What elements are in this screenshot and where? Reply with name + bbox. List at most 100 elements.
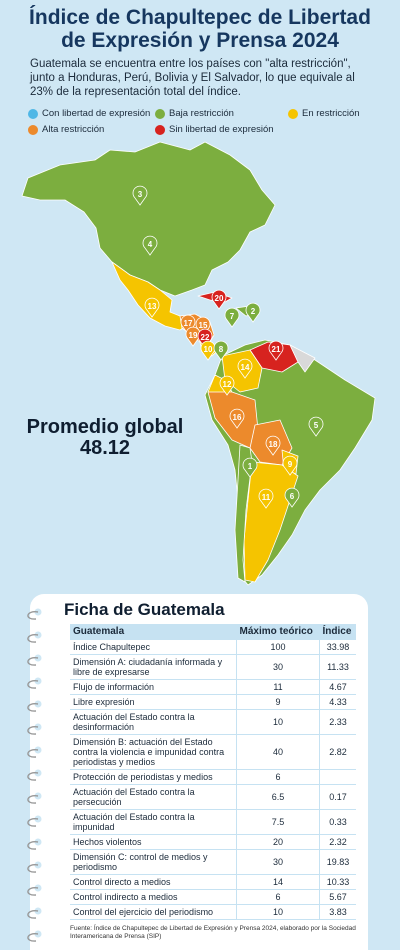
pin: 15	[195, 316, 211, 337]
pin-marker	[308, 416, 324, 437]
table-cell: 30	[236, 849, 320, 875]
table-cell: 6	[236, 769, 320, 785]
table-cell	[318, 769, 356, 785]
table-row: Dimensión B: actuación del Estado contra…	[70, 734, 356, 770]
pin-label: 5	[314, 421, 319, 430]
pin-label: 7	[230, 312, 235, 321]
pin: 12	[219, 375, 235, 396]
table-cell: 30	[236, 654, 320, 680]
ring	[27, 634, 39, 643]
pin-label: 17	[184, 319, 193, 328]
table-row: Dimensión A: ciudadanía informada y libr…	[70, 654, 356, 680]
legend-swatch	[155, 124, 165, 135]
table-cell: 0.17	[318, 784, 356, 810]
table-cell: 2.33	[318, 709, 356, 735]
pin: 7	[224, 307, 240, 328]
pin: 6	[284, 487, 300, 508]
ring	[27, 841, 39, 850]
table-title: Ficha de Guatemala	[64, 600, 225, 619]
pin: 9	[282, 455, 298, 476]
pin-marker	[245, 302, 261, 323]
ring	[27, 910, 39, 919]
ring	[27, 933, 39, 942]
column-header: Índice	[319, 624, 356, 640]
legend-swatch	[155, 108, 165, 119]
pin-label: 1	[248, 462, 253, 471]
pin: 18	[265, 435, 281, 456]
pin: 1	[242, 457, 258, 478]
legend-item: Alta restricción	[28, 124, 104, 135]
legend-swatch	[28, 124, 38, 135]
pin-label: 11	[262, 493, 271, 502]
table-cell: Índice Chapultepec	[70, 640, 237, 655]
pin-label: 3	[138, 190, 143, 199]
pin-label: 20	[215, 294, 224, 303]
title-block: Índice de Chapultepec de Libertad de Exp…	[0, 6, 400, 52]
pin: 16	[229, 408, 245, 429]
pin-marker	[219, 375, 235, 396]
table-row: Actuación del Estado contra la impunidad…	[70, 809, 356, 835]
pin-marker	[265, 435, 281, 456]
pin-marker	[180, 314, 196, 335]
table-cell: Actuación del Estado contra la desinform…	[70, 709, 237, 735]
global-average: Promedio global 48.12	[20, 417, 190, 459]
pin: 11	[258, 488, 274, 509]
table-cell: 3.83	[318, 904, 356, 920]
table-cell: 7.5	[236, 809, 320, 835]
pin-label: 2	[251, 307, 256, 316]
average-label: Promedio global	[26, 416, 184, 438]
table-cell: 14	[236, 874, 320, 890]
pin: 2	[245, 302, 261, 323]
table-row: Hechos violentos 20 2.32	[70, 834, 356, 850]
table-cell: 100	[236, 640, 320, 655]
ring	[27, 887, 39, 896]
legend-item: Con libertad de expresión	[28, 108, 150, 119]
pin-label: 10	[204, 345, 213, 354]
pin: 14	[237, 358, 253, 379]
pin-label: 19	[189, 331, 198, 340]
pin-marker	[224, 307, 240, 328]
legend-swatch	[288, 108, 298, 119]
table-row: Índice Chapultepec 100 33.98	[70, 640, 356, 655]
table-row: Libre expresión 9 4.33	[70, 694, 356, 710]
chile	[234, 444, 253, 583]
pin-marker	[229, 408, 245, 429]
source: Fuente: Índice de Chapultepec de Liberta…	[70, 925, 356, 940]
pin-marker	[132, 185, 148, 206]
data-table: Guatemala Máximo teórico Índice Índice Chap…	[70, 624, 356, 920]
column-header: Guatemala	[70, 624, 237, 640]
table-row: Control directo a medios 14 10.33	[70, 874, 356, 890]
pin: 20	[211, 289, 227, 310]
pin: 17	[180, 314, 196, 335]
pin: 22	[197, 328, 213, 349]
pin-label: 9	[288, 460, 293, 469]
ring	[27, 818, 39, 827]
table-row: Dimensión C: control de medios y periodi…	[70, 849, 356, 875]
pin-label: 22	[201, 333, 210, 342]
table-cell: Actuación del Estado contra la persecuci…	[70, 784, 237, 810]
table-cell: Control indirecto a medios	[70, 889, 237, 905]
legend-label: En restricción	[302, 108, 360, 119]
table-cell: 11	[236, 679, 320, 695]
pin-label: 15	[199, 321, 208, 330]
table-cell: Protección de periodistas y medios	[70, 769, 237, 785]
table-cell: 10	[236, 904, 320, 920]
table-cell: Libre expresión	[70, 694, 237, 710]
legend-label: Alta restricción	[42, 124, 105, 135]
table-cell: Dimensión A: ciudadanía informada y libr…	[70, 654, 237, 680]
guianas	[289, 344, 316, 373]
pin-marker	[237, 358, 253, 379]
table-cell: 10.33	[318, 874, 356, 890]
legend-label: Baja restricción	[169, 108, 234, 119]
table-cell: 2.82	[318, 734, 356, 770]
table-row: Control indirecto a medios 6 5.67	[70, 889, 356, 905]
table-cell: Control directo a medios	[70, 874, 237, 890]
pin-label: 6	[290, 492, 295, 501]
pin-marker	[268, 340, 284, 361]
legend-item: Sin libertad de expresión	[155, 124, 274, 135]
table-cell: Dimensión C: control de medios y periodi…	[70, 849, 237, 875]
table-cell: 33.98	[318, 640, 356, 655]
ring	[27, 795, 39, 804]
